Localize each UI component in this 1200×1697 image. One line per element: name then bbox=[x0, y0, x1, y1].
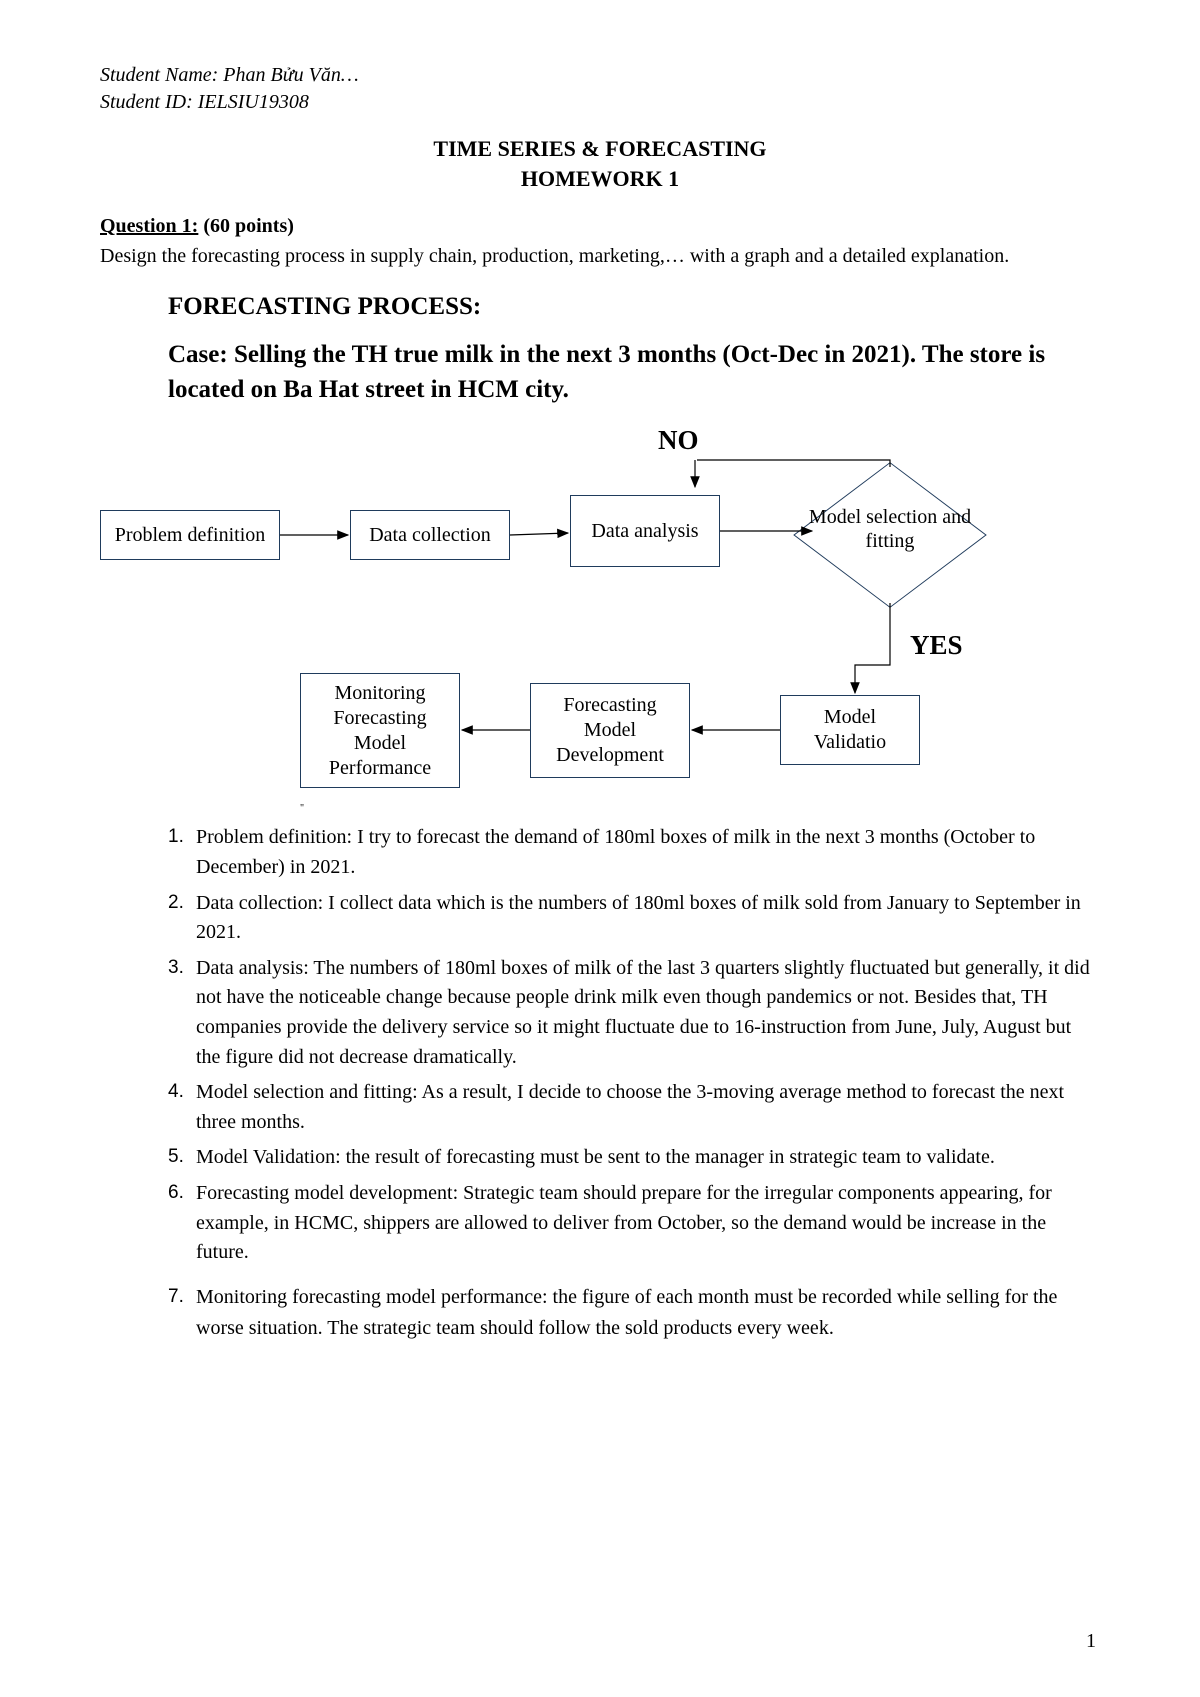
document-title: TIME SERIES & FORECASTING HOMEWORK 1 bbox=[100, 134, 1100, 193]
list-text: Problem definition: I try to forecast th… bbox=[196, 826, 1035, 878]
node-label: Problem definition bbox=[115, 523, 266, 548]
node-monitoring: Monitoring Forecasting Model Performance bbox=[300, 673, 460, 788]
list-text: Model Validation: the result of forecast… bbox=[196, 1146, 995, 1168]
node-label: Model Validatio bbox=[787, 705, 913, 755]
list-number: 5. bbox=[168, 1143, 184, 1171]
node-label: Data collection bbox=[369, 523, 491, 548]
list-number: 2. bbox=[168, 889, 184, 917]
page-number: 1 bbox=[1086, 1630, 1096, 1653]
list-text: Forecasting model development: Strategic… bbox=[196, 1182, 1052, 1263]
node-label: Data analysis bbox=[591, 519, 698, 544]
list-number: 7. bbox=[168, 1282, 184, 1311]
flowchart: NO YES Problem definition Data collectio… bbox=[100, 425, 1100, 815]
flow-label-no: NO bbox=[658, 425, 699, 456]
section-heading: FORECASTING PROCESS: bbox=[168, 293, 1100, 321]
list-item: 3. Data analysis: The numbers of 180ml bo… bbox=[168, 954, 1090, 1072]
student-name: Student Name: Phan Bửu Văn… bbox=[100, 62, 1100, 89]
list-text: Model selection and fitting: As a result… bbox=[196, 1081, 1064, 1133]
list-item: 5. Model Validation: the result of foreca… bbox=[168, 1143, 1090, 1173]
question-points: (60 points) bbox=[198, 215, 294, 237]
title-line-2: HOMEWORK 1 bbox=[100, 164, 1100, 194]
node-model-selection: Model selection and fitting bbox=[800, 465, 980, 605]
list-number: 1. bbox=[168, 823, 184, 851]
flow-label-yes: YES bbox=[910, 630, 963, 661]
question-label: Question 1: bbox=[100, 215, 198, 237]
question-heading: Question 1: (60 points) bbox=[100, 215, 1100, 238]
node-label: Forecasting Model Development bbox=[537, 693, 683, 768]
list-number: 3. bbox=[168, 954, 184, 982]
list-item: 6. Forecasting model development: Strateg… bbox=[168, 1179, 1090, 1268]
list-item: 7. Monitoring forecasting model performan… bbox=[168, 1282, 1090, 1344]
list-item: 4. Model selection and fitting: As a resu… bbox=[168, 1078, 1090, 1137]
title-line-1: TIME SERIES & FORECASTING bbox=[100, 134, 1100, 164]
list-text: Monitoring forecasting model performance… bbox=[196, 1286, 1057, 1339]
list-text: Data analysis: The numbers of 180ml boxe… bbox=[196, 957, 1090, 1068]
node-data-analysis: Data analysis bbox=[570, 495, 720, 567]
student-id: Student ID: IELSIU19308 bbox=[100, 89, 1100, 116]
list-item: 2. Data collection: I collect data which … bbox=[168, 889, 1090, 948]
node-forecasting-dev: Forecasting Model Development bbox=[530, 683, 690, 778]
case-description: Case: Selling the TH true milk in the ne… bbox=[168, 337, 1080, 407]
list-item: 1. Problem definition: I try to forecast … bbox=[168, 823, 1090, 882]
student-info: Student Name: Phan Bửu Văn… Student ID: … bbox=[100, 62, 1100, 116]
list-text: Data collection: I collect data which is… bbox=[196, 892, 1081, 944]
node-model-validation: Model Validatio bbox=[780, 695, 920, 765]
node-label: Monitoring Forecasting Model Performance bbox=[307, 681, 453, 781]
stray-mark: " bbox=[300, 803, 304, 814]
node-label: Model selection and fitting bbox=[800, 505, 980, 553]
question-description: Design the forecasting process in supply… bbox=[100, 242, 1100, 271]
page-container: Student Name: Phan Bửu Văn… Student ID: … bbox=[0, 0, 1200, 1390]
explanation-list: 1. Problem definition: I try to forecast … bbox=[168, 823, 1090, 1343]
node-problem-definition: Problem definition bbox=[100, 510, 280, 560]
node-data-collection: Data collection bbox=[350, 510, 510, 560]
list-number: 6. bbox=[168, 1179, 184, 1207]
list-number: 4. bbox=[168, 1078, 184, 1106]
